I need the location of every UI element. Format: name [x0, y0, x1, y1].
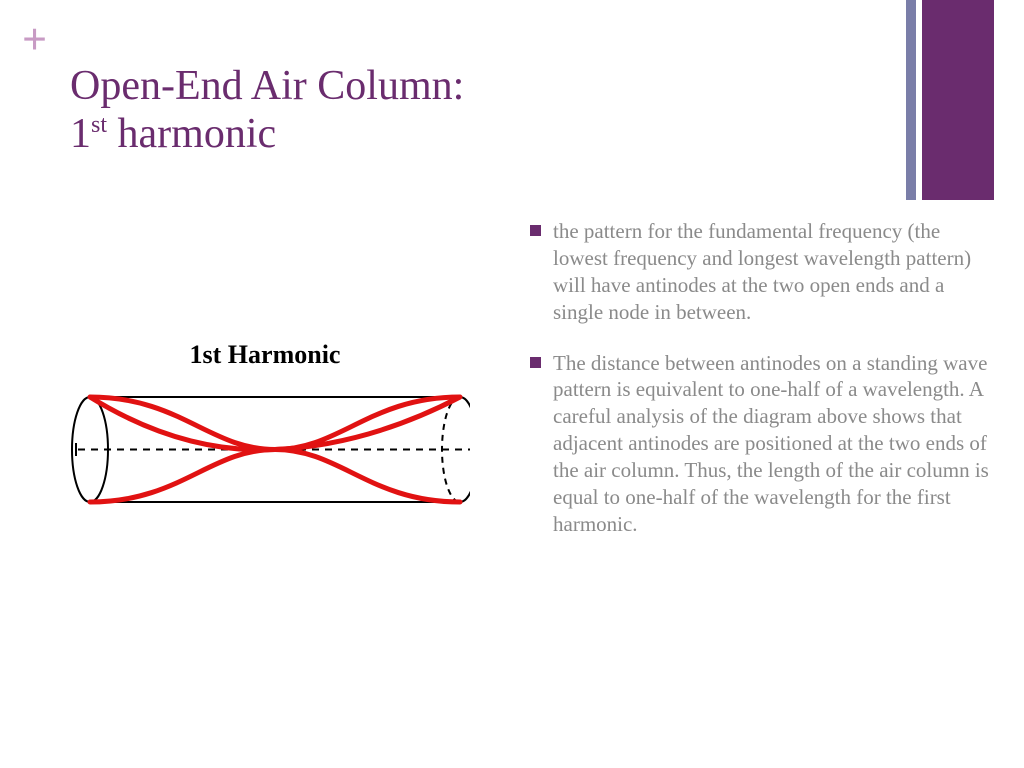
list-item: The distance between antinodes on a stan…	[530, 350, 990, 538]
bullet-list: the pattern for the fundamental frequenc…	[530, 218, 990, 562]
title-line-2: 1st harmonic	[70, 110, 464, 158]
bullet-text: the pattern for the fundamental frequenc…	[553, 218, 990, 326]
slide-title: Open-End Air Column: 1st harmonic	[70, 62, 464, 159]
harmonic-diagram: 1st Harmonic	[50, 340, 480, 517]
accent-bar-thin	[906, 0, 916, 200]
bullet-square-icon	[530, 357, 541, 368]
bullet-text: The distance between antinodes on a stan…	[553, 350, 990, 538]
plus-decoration-icon: +	[22, 18, 47, 62]
bullet-square-icon	[530, 225, 541, 236]
list-item: the pattern for the fundamental frequenc…	[530, 218, 990, 326]
diagram-title: 1st Harmonic	[50, 340, 480, 370]
title-line-1: Open-End Air Column:	[70, 62, 464, 110]
accent-bar-thick	[922, 0, 994, 200]
air-column-svg	[60, 382, 470, 517]
accent-bars	[906, 0, 994, 200]
